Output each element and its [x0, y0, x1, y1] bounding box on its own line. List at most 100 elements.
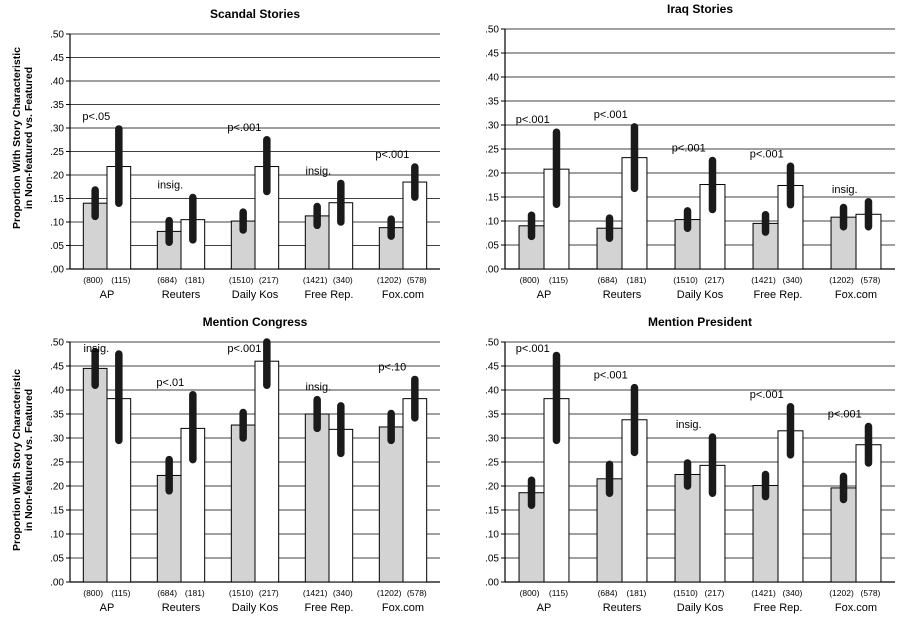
y-tick-label: .40	[50, 77, 64, 88]
y-tick-label: .10	[50, 530, 64, 541]
y-tick-label: .00	[485, 578, 499, 589]
sample-size-label: (800)	[83, 588, 103, 598]
y-tick-label: .30	[485, 121, 499, 132]
sample-size-label: (684)	[598, 275, 618, 285]
y-tick-label: .25	[485, 145, 499, 156]
chart-panel: Mention Congress .00 .05 .10 .15 .20 .25 .30 .35…	[50, 315, 440, 614]
significance-label: insig.	[84, 343, 110, 355]
sample-size-label: (1421)	[303, 275, 328, 285]
sample-size-label: (1421)	[751, 588, 776, 598]
category-group: (684) (181) Reuters p<.001	[594, 109, 648, 301]
significance-label: insig.	[306, 165, 332, 177]
sample-size-label: (115)	[549, 275, 568, 285]
sample-size-label: (1202)	[829, 275, 854, 285]
sample-size-label: (800)	[520, 275, 540, 285]
y-tick-label: .25	[50, 458, 64, 469]
significance-label: p<.001	[594, 370, 628, 382]
x-category-label: Reuters	[162, 289, 201, 301]
sample-size-label: (115)	[111, 588, 130, 598]
bar-non-featured	[304, 413, 330, 583]
y-tick-label: .30	[485, 434, 499, 445]
sample-size-label: (800)	[520, 588, 540, 598]
y-tick-label: .10	[50, 218, 64, 229]
significance-label: p<.01	[156, 377, 184, 389]
significance-label: insig.	[676, 419, 702, 431]
bar-non-featured	[82, 367, 108, 583]
category-group: (1421) (340) Free Rep. p<.001	[750, 148, 804, 301]
x-category-label: Daily Kos	[677, 289, 724, 301]
category-group: (800) (115) AP p<.05	[82, 111, 132, 301]
bar-non-featured	[752, 485, 779, 583]
sample-size-label: (217)	[259, 588, 279, 598]
sample-size-label: (1510)	[673, 588, 698, 598]
significance-label: p<.001	[516, 343, 550, 355]
bar-featured	[402, 398, 428, 583]
sample-size-label: (1421)	[303, 588, 328, 598]
y-tick-label: .25	[485, 458, 499, 469]
y-tick-label: .35	[485, 410, 499, 421]
significance-label: p<.001	[227, 343, 261, 355]
chart-title: Scandal Stories	[210, 7, 300, 21]
y-tick-label: .50	[485, 25, 499, 36]
chart-title: Mention Congress	[203, 315, 308, 329]
x-category-label: AP	[537, 602, 552, 614]
y-tick-label: .15	[485, 193, 499, 204]
x-category-label: Fox.com	[382, 602, 424, 614]
sample-size-label: (181)	[185, 275, 205, 285]
category-group: (1202) (578) Fox.com p<.001	[828, 408, 882, 614]
y-tick-label: .50	[485, 338, 499, 349]
y-tick-label: .35	[50, 410, 64, 421]
sample-size-label: (1510)	[229, 588, 254, 598]
sample-size-label: (217)	[705, 588, 725, 598]
significance-label: p<.001	[750, 148, 784, 160]
significance-label: p<.001	[594, 109, 628, 121]
x-category-label: Fox.com	[382, 289, 424, 301]
chart-title: Mention President	[648, 315, 752, 329]
sample-size-label: (578)	[407, 588, 427, 598]
x-category-label: Fox.com	[835, 289, 877, 301]
y-tick-label: .45	[50, 362, 64, 373]
y-tick-label: .35	[50, 100, 64, 111]
y-axis-label-line1: Proportion With Story Characteristic	[11, 369, 23, 551]
category-group: (1510) (217) Daily Kos insig.	[673, 419, 726, 614]
y-tick-label: .20	[50, 171, 64, 182]
category-group: (684) (181) Reuters p<.01	[156, 377, 206, 614]
x-category-label: Fox.com	[835, 602, 877, 614]
x-category-label: Daily Kos	[232, 602, 279, 614]
x-category-label: AP	[100, 289, 115, 301]
sample-size-label: (800)	[83, 275, 103, 285]
x-category-label: AP	[100, 602, 115, 614]
significance-label: insig.	[832, 184, 858, 196]
y-axis-label-line2: in Non-featured vs. Featured	[23, 389, 35, 531]
significance-label: p<.05	[82, 111, 110, 123]
chart-title: Iraq Stories	[667, 2, 733, 16]
sample-size-label: (578)	[861, 275, 881, 285]
y-tick-label: .00	[485, 265, 499, 276]
sample-size-label: (1421)	[751, 275, 776, 285]
significance-label: p<.10	[378, 361, 406, 373]
y-tick-label: .00	[50, 578, 64, 589]
y-tick-label: .40	[485, 386, 499, 397]
y-axis-label-top: Proportion With Story Characteristic in …	[11, 47, 35, 229]
y-tick-label: .40	[485, 73, 499, 84]
sample-size-label: (1202)	[377, 588, 402, 598]
category-group: (684) (181) Reuters insig.	[156, 180, 206, 301]
y-tick-label: .50	[50, 30, 64, 41]
category-group: (1510) (217) Daily Kos p<.001	[227, 122, 280, 301]
sample-size-label: (217)	[705, 275, 725, 285]
y-tick-label: .45	[485, 362, 499, 373]
y-tick-label: .15	[50, 506, 64, 517]
significance-label: insig.	[158, 180, 184, 192]
y-axis-label-line2: in Non-featured vs. Featured	[23, 67, 35, 209]
y-tick-label: .30	[50, 434, 64, 445]
significance-label: insig.	[306, 382, 332, 394]
sample-size-label: (1202)	[377, 275, 402, 285]
significance-label: p<.001	[672, 143, 706, 155]
sample-size-label: (684)	[598, 588, 618, 598]
y-tick-label: .20	[485, 482, 499, 493]
bar-non-featured	[830, 487, 857, 583]
y-tick-label: .00	[50, 265, 64, 276]
sample-size-label: (181)	[185, 588, 205, 598]
y-tick-label: .05	[485, 554, 499, 565]
